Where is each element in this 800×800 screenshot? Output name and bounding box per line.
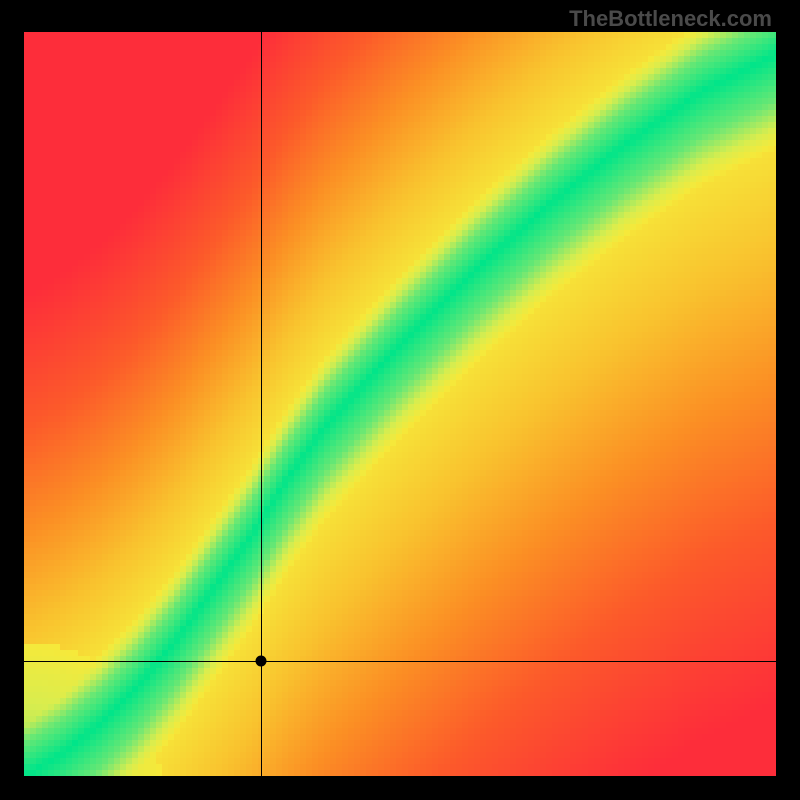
marker-dot (255, 655, 266, 666)
heatmap-plot-area (24, 32, 776, 776)
crosshair-horizontal (24, 661, 776, 662)
heatmap-canvas (24, 32, 776, 776)
watermark-text: TheBottleneck.com (569, 6, 772, 32)
